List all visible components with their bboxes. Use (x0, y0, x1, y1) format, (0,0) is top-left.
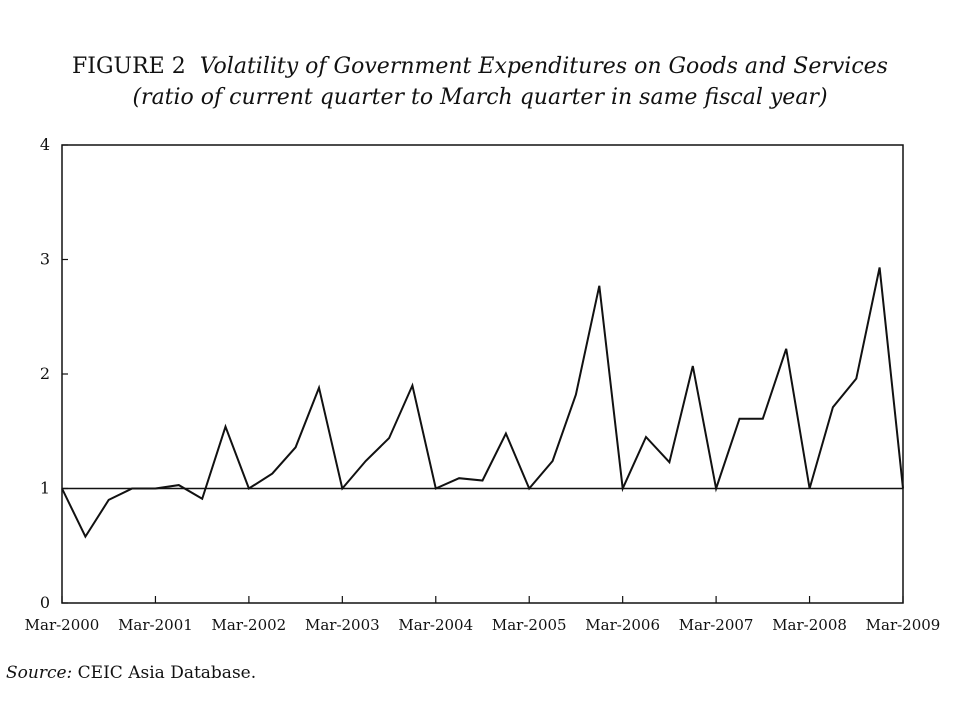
y-tick-label: 4 (40, 135, 50, 154)
source-label: Source: (6, 663, 73, 683)
figure-subtitle: (ratio of current quarter to March quart… (132, 85, 828, 110)
series-line (61, 267, 904, 539)
chart-marks (61, 267, 904, 539)
source-text: CEIC Asia Database. (72, 663, 257, 683)
x-tick-label: Mar-2005 (492, 616, 567, 634)
figure-title-text: Volatility of Government Expenditures on… (199, 54, 888, 79)
x-tick-label: Mar-2002 (212, 616, 287, 634)
x-tick-label: Mar-2000 (25, 616, 100, 634)
axes: 0 1 2 3 4 Mar-2000 Mar-2001 Mar-2002 Mar-2003 Mar… (25, 135, 941, 634)
figure-label: FIGURE 2 (72, 54, 186, 79)
y-tick-label: 3 (40, 250, 50, 269)
y-tick-label: 2 (40, 364, 50, 383)
source-note: Source: CEIC Asia Database. (6, 663, 256, 683)
figure-title: FIGURE 2 Volatility of Government Expend… (0, 54, 960, 79)
x-tick-label: Mar-2007 (679, 616, 754, 634)
x-tick-label: Mar-2006 (585, 616, 660, 634)
x-tick-label: Mar-2009 (866, 616, 941, 634)
x-tick-label: Mar-2001 (118, 616, 193, 634)
x-tick-label: Mar-2003 (305, 616, 380, 634)
y-tick-label: 1 (40, 479, 50, 498)
y-tick-label: 0 (40, 593, 50, 612)
x-tick-label: Mar-2004 (398, 616, 473, 634)
x-tick-label: Mar-2008 (772, 616, 847, 634)
